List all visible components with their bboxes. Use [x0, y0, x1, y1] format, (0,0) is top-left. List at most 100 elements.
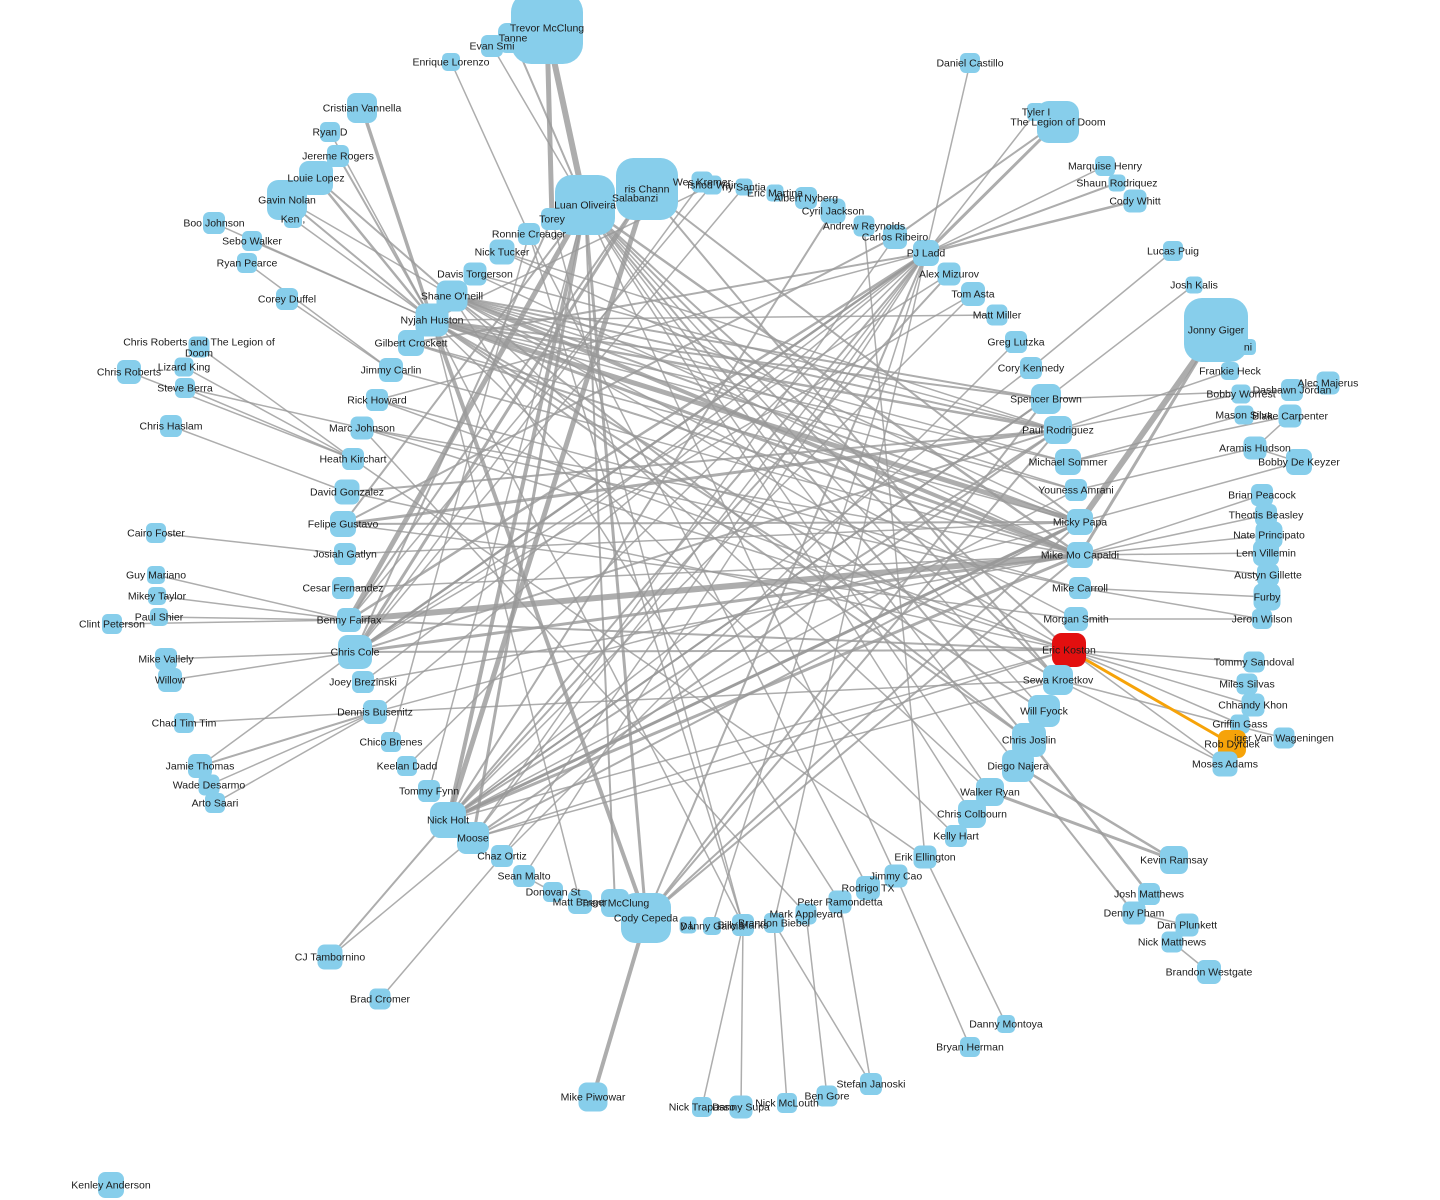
- node-erickoston[interactable]: [1052, 633, 1086, 667]
- node-vanwageningen[interactable]: [1273, 727, 1295, 749]
- node-jeronwilson[interactable]: [1252, 609, 1272, 629]
- node-rodrigotx[interactable]: [856, 876, 880, 900]
- node-jimmycarlin[interactable]: [379, 358, 403, 382]
- node-kevinramsay[interactable]: [1160, 846, 1188, 874]
- node-clintpeterson[interactable]: [102, 614, 122, 634]
- node-milessilvas[interactable]: [1236, 673, 1258, 695]
- node-chadtimtim[interactable]: [174, 713, 194, 733]
- node-joshkalis[interactable]: [1185, 276, 1203, 294]
- node-alexmizurov[interactable]: [937, 262, 961, 286]
- node-griffingass[interactable]: [1230, 714, 1250, 734]
- node-chrisjoslin[interactable]: [1012, 723, 1046, 757]
- node-brandonwestgate[interactable]: [1197, 960, 1221, 984]
- node-blakecarpenter[interactable]: [1278, 404, 1302, 428]
- node-davistorgerson[interactable]: [463, 262, 487, 286]
- node-jamiethomas[interactable]: [188, 754, 212, 778]
- node-steveberra[interactable]: [175, 378, 195, 398]
- node-bennyfairfax[interactable]: [337, 608, 361, 632]
- node-greglutzka[interactable]: [1005, 331, 1027, 353]
- node-andrewreynolds[interactable]: [853, 215, 875, 237]
- node-chriscole[interactable]: [338, 635, 372, 669]
- node-rickhoward[interactable]: [366, 389, 388, 411]
- node-masonsilva[interactable]: [1234, 405, 1254, 425]
- node-chazortiz[interactable]: [491, 845, 513, 867]
- node-jonnygiger[interactable]: [1184, 298, 1248, 362]
- node-trevor[interactable]: [511, 0, 583, 64]
- node-shaneoneill[interactable]: [436, 280, 468, 312]
- node-chriscolbourn[interactable]: [958, 800, 986, 828]
- node-nyjahhuston[interactable]: [415, 303, 449, 337]
- node-dashawnjordan[interactable]: [1281, 379, 1303, 401]
- node-luanoliveira[interactable]: [555, 175, 615, 235]
- node-marquise[interactable]: [1095, 156, 1115, 176]
- node-mattberger[interactable]: [568, 890, 592, 914]
- node-tyl[interactable]: [679, 916, 697, 934]
- node-ericmartina[interactable]: [766, 184, 784, 202]
- node-cairofoster[interactable]: [146, 523, 166, 543]
- node-gavin[interactable]: [267, 180, 307, 220]
- node-paulrodriguez[interactable]: [1044, 416, 1072, 444]
- node-markappleyard[interactable]: [795, 903, 817, 925]
- node-dennypham[interactable]: [1122, 901, 1146, 925]
- node-felipegustavo[interactable]: [330, 511, 356, 537]
- node-cesarfernandez[interactable]: [332, 577, 354, 599]
- node-danielcastillo[interactable]: [960, 53, 980, 73]
- node-evansmith[interactable]: [481, 35, 503, 57]
- node-stefanjanoski[interactable]: [860, 1073, 882, 1095]
- node-marcjohnson[interactable]: [350, 416, 374, 440]
- node-codywhitt[interactable]: [1123, 189, 1147, 213]
- node-bengore[interactable]: [816, 1085, 838, 1107]
- node-keelandadd[interactable]: [397, 756, 417, 776]
- node-nickmclouth[interactable]: [777, 1093, 797, 1113]
- node-legion[interactable]: [1037, 101, 1079, 143]
- node-donovanst[interactable]: [543, 882, 563, 902]
- node-chicobrenes[interactable]: [381, 732, 401, 752]
- node-mikemocapaldi[interactable]: [1067, 542, 1093, 568]
- node-louie[interactable]: [299, 161, 333, 195]
- node-seanmalto[interactable]: [513, 865, 535, 887]
- node-aramishudson[interactable]: [1243, 436, 1267, 460]
- node-ishodwair[interactable]: [702, 175, 722, 195]
- node-erikellington[interactable]: [913, 845, 937, 869]
- node-kellyhart[interactable]: [945, 825, 967, 847]
- node-ryand[interactable]: [320, 122, 340, 142]
- node-nickmatthews[interactable]: [1161, 931, 1183, 953]
- node-lizardking[interactable]: [174, 357, 194, 377]
- node-mikepiwowar[interactable]: [578, 1082, 608, 1112]
- node-chrishaslam[interactable]: [160, 415, 182, 437]
- node-guymariano[interactable]: [147, 566, 165, 584]
- node-danplunkett[interactable]: [1175, 913, 1199, 937]
- node-mickypapa[interactable]: [1067, 509, 1093, 535]
- node-theotisbeasley[interactable]: [1255, 504, 1277, 526]
- node-morgansmith[interactable]: [1064, 607, 1088, 631]
- node-tommysandoval[interactable]: [1243, 651, 1265, 673]
- node-lemvillemin[interactable]: [1253, 540, 1279, 566]
- node-boo[interactable]: [203, 212, 225, 234]
- node-bobbyworrest[interactable]: [1231, 384, 1251, 404]
- node-spencerbrown[interactable]: [1031, 384, 1061, 414]
- node-sewakroetkov[interactable]: [1043, 665, 1073, 695]
- node-nickholt[interactable]: [430, 802, 466, 838]
- node-bryanherman[interactable]: [960, 1037, 980, 1057]
- node-mikecarroll[interactable]: [1069, 577, 1091, 599]
- node-tomasta[interactable]: [961, 282, 985, 306]
- node-mannysantiago[interactable]: [735, 178, 753, 196]
- node-dannymontoya[interactable]: [997, 1015, 1015, 1033]
- node-michaelsommer[interactable]: [1055, 449, 1081, 475]
- node-frankieheck[interactable]: [1221, 362, 1239, 380]
- node-dennisbusenitz[interactable]: [363, 700, 387, 724]
- node-brandonbiebel[interactable]: [764, 913, 784, 933]
- node-mattmiller[interactable]: [986, 304, 1008, 326]
- node-artosaari[interactable]: [205, 793, 225, 813]
- node-mikeytaylor[interactable]: [148, 587, 166, 605]
- node-chhandykhon[interactable]: [1241, 693, 1265, 717]
- node-brianpeacock[interactable]: [1251, 484, 1273, 506]
- node-austyngillette[interactable]: [1257, 564, 1279, 586]
- node-billymarks[interactable]: [732, 914, 754, 936]
- node-bradcromer[interactable]: [369, 988, 391, 1010]
- node-pjladd[interactable]: [913, 240, 939, 266]
- node-josiahgatlyn[interactable]: [334, 543, 356, 565]
- node-heathkirchart[interactable]: [342, 448, 364, 470]
- node-walkerryan[interactable]: [976, 778, 1004, 806]
